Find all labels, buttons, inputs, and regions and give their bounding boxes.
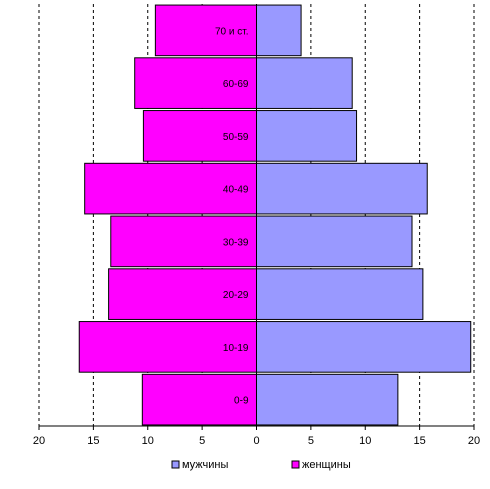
- bar-male: [256, 110, 358, 162]
- bar-female: [108, 268, 257, 320]
- legend-label: мужчины: [182, 459, 228, 471]
- bar-female: [142, 110, 257, 162]
- x-tick-label: 10: [142, 435, 154, 447]
- category-label: 50-59: [223, 132, 249, 143]
- legend-swatch: [291, 460, 300, 469]
- bar-male: [256, 4, 302, 57]
- bar-male: [256, 215, 413, 268]
- bar-female: [110, 215, 258, 268]
- category-label: 0-9: [234, 396, 249, 407]
- category-label: 20-29: [223, 290, 249, 301]
- category-label: 10-19: [223, 343, 249, 354]
- x-tick-label: 20: [33, 435, 45, 447]
- vertical-gridlines: [38, 4, 475, 426]
- x-tick-label: 5: [199, 435, 205, 447]
- x-tick-label: 5: [308, 435, 314, 447]
- bar-male: [256, 57, 353, 109]
- category-label: 70 и ст.: [215, 26, 249, 37]
- x-tick-label: 0: [253, 435, 259, 447]
- bar-female: [78, 321, 257, 373]
- legend-label: женщины: [302, 459, 351, 471]
- category-label: 30-39: [223, 237, 249, 248]
- bar-female: [134, 57, 257, 109]
- bars-group: [78, 4, 472, 426]
- legend-swatch: [171, 460, 180, 469]
- legend: мужчины женщины: [171, 459, 351, 471]
- bar-male: [256, 321, 472, 373]
- x-axis: 20 15 10 5 0 5 10 15 20: [33, 4, 480, 447]
- bar-male: [256, 373, 399, 426]
- bar-female: [84, 162, 257, 215]
- category-labels: 70 и ст. 60-69 50-59 40-49 30-39 20-29 10-19 0-…: [215, 26, 249, 406]
- x-tick-label: 20: [468, 435, 480, 447]
- category-label: 60-69: [223, 79, 249, 90]
- x-tick-label: 15: [414, 435, 426, 447]
- bar-male: [256, 268, 424, 320]
- x-tick-label: 10: [359, 435, 371, 447]
- category-label: 40-49: [223, 185, 249, 196]
- bar-female: [154, 4, 257, 57]
- bar-male: [256, 162, 428, 215]
- x-tick-label: 15: [87, 435, 99, 447]
